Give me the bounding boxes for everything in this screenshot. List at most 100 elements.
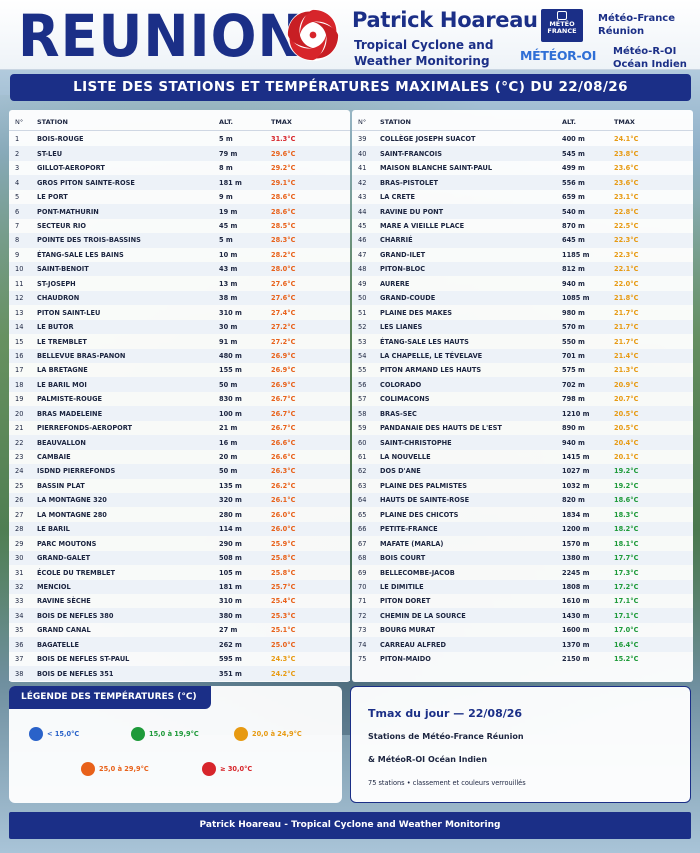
table-row: 11 ST-JOSEPH 13 m 27.6°C <box>9 276 350 290</box>
table-header: N° STATION ALT. TMAX <box>9 113 350 131</box>
meteo-france-logo: MÉTÉO FRANCE <box>541 9 583 42</box>
stations-table-left: N° STATION ALT. TMAX 1 BOIS-ROUGE 5 m 31.3°… <box>9 110 350 682</box>
station-altitude: 940 m <box>562 279 585 288</box>
station-altitude: 8 m <box>219 164 233 173</box>
station-tmax: 28.0°C <box>271 265 296 274</box>
row-number: 21 <box>15 424 24 433</box>
station-altitude: 19 m <box>219 207 238 216</box>
table-row: 45 MARE A VIEILLE PLACE 870 m 22.5°C <box>352 219 693 233</box>
table-row: 46 CHARRIÉ 645 m 22.3°C <box>352 233 693 248</box>
row-number: 9 <box>15 250 20 259</box>
station-tmax: 27.6°C <box>271 279 296 288</box>
row-number: 5 <box>15 193 20 202</box>
header: REUNION Patrick Hoareau Tropical Cyclone… <box>0 0 700 70</box>
station-name: BOURG MURAT <box>380 626 435 635</box>
station-name: BRAS-PISTOLET <box>380 178 439 187</box>
meteor-oi-label: Météo-R-OI <box>613 46 677 57</box>
row-number: 10 <box>15 265 24 274</box>
row-number: 18 <box>15 380 24 389</box>
row-number: 32 <box>15 582 24 591</box>
col-tmax: TMAX <box>614 118 635 126</box>
col-number: N° <box>15 118 24 126</box>
row-number: 19 <box>15 395 24 404</box>
station-tmax: 28.2°C <box>271 250 296 259</box>
station-name: LA NOUVELLE <box>380 453 431 462</box>
station-tmax: 21.7°C <box>614 323 639 332</box>
station-name: PITON ARMAND LES HAUTS <box>380 366 482 375</box>
row-number: 31 <box>15 568 24 577</box>
cyclone-icon <box>286 8 340 62</box>
station-tmax: 27.6°C <box>271 294 296 303</box>
station-tmax: 24.2°C <box>271 669 296 678</box>
station-altitude: 100 m <box>219 409 242 418</box>
station-name: GRAND CANAL <box>37 626 91 635</box>
row-number: 2 <box>15 149 20 158</box>
row-number: 52 <box>358 323 367 332</box>
station-tmax: 25.0°C <box>271 640 296 649</box>
legend-dot <box>234 727 248 741</box>
row-number: 70 <box>358 582 367 591</box>
row-number: 37 <box>15 655 24 664</box>
station-tmax: 18.6°C <box>614 496 639 505</box>
row-number: 25 <box>15 481 24 490</box>
row-number: 8 <box>15 236 20 245</box>
station-name: GRAND-COUDE <box>380 294 436 303</box>
station-name: LE BUTOR <box>37 323 74 332</box>
station-tmax: 18.1°C <box>614 539 639 548</box>
station-tmax: 23.8°C <box>614 149 639 158</box>
station-altitude: 280 m <box>219 510 242 519</box>
table-row: 17 LA BRETAGNE 155 m 26.9°C <box>9 363 350 377</box>
station-tmax: 19.2°C <box>614 467 639 476</box>
station-tmax: 21.3°C <box>614 366 639 375</box>
station-altitude: 1430 m <box>562 611 590 620</box>
station-altitude: 320 m <box>219 496 242 505</box>
station-altitude: 540 m <box>562 207 585 216</box>
table-row: 9 ÉTANG-SALE LES BAINS 10 m 28.2°C <box>9 248 350 262</box>
station-tmax: 24.1°C <box>614 135 639 144</box>
row-number: 66 <box>358 525 367 534</box>
brand-subtitle-2: Weather Monitoring <box>354 54 490 68</box>
station-tmax: 26.9°C <box>271 380 296 389</box>
station-altitude: 940 m <box>562 438 585 447</box>
table-row: 27 LA MONTAGNE 280 280 m 26.0°C <box>9 507 350 521</box>
station-name: ST-JOSEPH <box>37 279 76 288</box>
station-altitude: 16 m <box>219 438 238 447</box>
station-altitude: 9 m <box>219 193 233 202</box>
station-tmax: 20.9°C <box>614 380 639 389</box>
table-row: 48 PITON-BLOC 812 m 22.1°C <box>352 261 693 277</box>
station-tmax: 21.7°C <box>614 308 639 317</box>
station-tmax: 23.6°C <box>614 178 639 187</box>
row-number: 63 <box>358 481 367 490</box>
station-name: PARC MOUTONS <box>37 539 97 548</box>
table-row: 35 GRAND CANAL 27 m 25.1°C <box>9 623 350 637</box>
col-altitude: ALT. <box>562 118 577 126</box>
row-number: 17 <box>15 366 24 375</box>
station-name: BOIS COURT <box>380 554 426 563</box>
station-tmax: 29.2°C <box>271 164 296 173</box>
station-name: ÉTANG-SALE LES HAUTS <box>380 337 469 346</box>
station-altitude: 980 m <box>562 308 585 317</box>
station-tmax: 20.7°C <box>614 395 639 404</box>
table-row: 21 PIERREFONDS-AEROPORT 21 m 26.7°C <box>9 421 350 435</box>
table-row: 75 PITON-MAIDO 2150 m 15.2°C <box>352 652 693 666</box>
station-tmax: 28.6°C <box>271 207 296 216</box>
station-altitude: 27 m <box>219 626 238 635</box>
station-tmax: 19.2°C <box>614 481 639 490</box>
table-row: 18 LE BARIL MOI 50 m 26.9°C <box>9 377 350 392</box>
row-number: 54 <box>358 351 367 360</box>
row-number: 65 <box>358 510 367 519</box>
station-tmax: 26.7°C <box>271 395 296 404</box>
table-row: 68 BOIS COURT 1380 m 17.7°C <box>352 550 693 566</box>
table-row: 61 LA NOUVELLE 1415 m 20.1°C <box>352 450 693 464</box>
row-number: 61 <box>358 453 367 462</box>
station-altitude: 43 m <box>219 265 238 274</box>
station-altitude: 181 m <box>219 582 242 591</box>
station-altitude: 1834 m <box>562 510 590 519</box>
station-altitude: 890 m <box>562 424 585 433</box>
table-row: 31 ÉCOLE DU TREMBLET 105 m 25.8°C <box>9 565 350 579</box>
row-number: 55 <box>358 366 367 375</box>
station-name: PITON-MAIDO <box>380 655 431 664</box>
station-name: ÉTANG-SALE LES BAINS <box>37 250 124 259</box>
station-altitude: 499 m <box>562 164 585 173</box>
station-tmax: 25.8°C <box>271 568 296 577</box>
